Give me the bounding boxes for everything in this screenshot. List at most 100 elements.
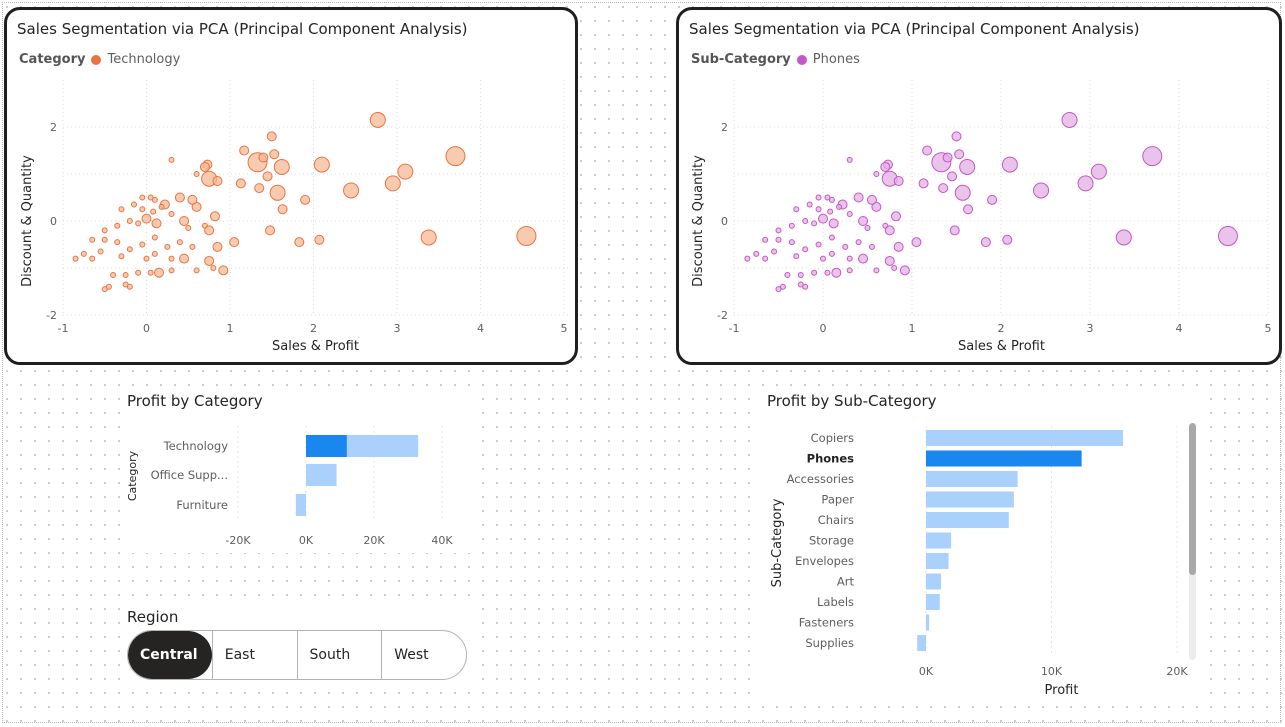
scatter-point[interactable] [277, 204, 288, 215]
scatter-point[interactable] [880, 161, 891, 172]
scatter-point[interactable] [793, 206, 800, 213]
scatter-point[interactable] [954, 184, 971, 201]
scatter-point[interactable] [893, 241, 904, 252]
scatter-point[interactable] [266, 131, 277, 142]
scatter-point[interactable] [811, 220, 818, 227]
region-slicer[interactable]: Central East South West [127, 630, 467, 680]
scatter-point[interactable] [168, 267, 175, 274]
scatter-point[interactable] [265, 225, 276, 236]
scatter-point[interactable] [1217, 226, 1238, 247]
scatter-point[interactable] [168, 210, 175, 217]
scatter-point[interactable] [815, 206, 822, 213]
scatter-point[interactable] [199, 161, 210, 172]
scatter-point[interactable] [1115, 229, 1132, 246]
scatter-point[interactable] [891, 265, 898, 271]
pca-scatter-technology-card[interactable]: Sales Segmentation via PCA (Principal Co… [4, 7, 578, 365]
scatter-point[interactable] [788, 222, 795, 229]
scatter-point[interactable] [858, 253, 869, 264]
pca-scatter-plot[interactable]: -1 0 1 2 3 4 5 -2 0 2 Sales & Profit Discount & Qua… [679, 10, 1279, 362]
scatter-point[interactable] [420, 229, 437, 246]
scatter-point[interactable] [101, 227, 108, 234]
region-option-east[interactable]: East [211, 631, 297, 679]
scatter-point[interactable] [101, 236, 108, 243]
scatter-point[interactable] [942, 152, 953, 163]
profit-by-category-chart[interactable]: -20K 0K 20K 40K Technology Office Supp... Furn… [120, 388, 470, 553]
scatter-point[interactable] [135, 269, 142, 276]
scatter-point[interactable] [1002, 234, 1013, 245]
scatter-point[interactable] [797, 272, 804, 279]
scatter-point[interactable] [820, 255, 826, 262]
scatter-point[interactable] [836, 203, 843, 210]
scatter-point[interactable] [239, 145, 250, 156]
pca-scatter-plot[interactable]: -1 0 1 2 3 4 5 -2 0 2 Sales & Profit Discount & Qua… [7, 10, 575, 362]
scatter-point[interactable] [314, 234, 325, 245]
scatter-point[interactable] [855, 239, 862, 246]
scatter-point[interactable] [114, 239, 121, 246]
scatter-point[interactable] [212, 176, 223, 187]
scatter-point[interactable] [126, 218, 133, 224]
pca-scatter-phones-card[interactable]: Sales Segmentation via PCA (Principal Co… [676, 7, 1282, 365]
scatter-legend[interactable]: Sub-Category Phones [691, 52, 860, 67]
scatter-point[interactable] [815, 241, 822, 248]
region-option-central[interactable]: Central [128, 631, 212, 679]
scatter-point[interactable] [811, 269, 818, 276]
scatter-point[interactable] [141, 213, 152, 224]
scatter-point[interactable] [775, 227, 782, 234]
scatter-point[interactable] [1077, 175, 1094, 192]
scatter-point[interactable] [154, 267, 165, 278]
scatter-point[interactable] [212, 241, 223, 252]
scatter-point[interactable] [815, 194, 822, 201]
scatter-point[interactable] [951, 131, 962, 142]
scatter-point[interactable] [397, 163, 414, 180]
scatter-point[interactable] [949, 225, 960, 236]
scatter-point[interactable] [922, 145, 933, 156]
scatter-point[interactable] [858, 216, 869, 226]
scatter-point[interactable] [842, 243, 849, 250]
scatter-point[interactable] [168, 255, 175, 262]
scatter-point[interactable] [873, 171, 880, 177]
scatter-point[interactable] [775, 236, 782, 243]
scatter-point[interactable] [262, 171, 273, 182]
scatter-point[interactable] [122, 272, 129, 279]
scatter-point[interactable] [866, 194, 877, 205]
scatter-point[interactable] [151, 218, 162, 229]
scatter-point[interactable] [868, 243, 875, 250]
scatter-point[interactable] [918, 178, 929, 189]
scatter-point[interactable] [802, 246, 809, 253]
scatter-point[interactable] [884, 255, 895, 266]
scatter-legend[interactable]: Category Technology [19, 52, 180, 67]
scatter-point[interactable] [753, 250, 760, 257]
scatter-point[interactable] [218, 265, 229, 276]
scatter-point[interactable] [204, 225, 215, 236]
scatter-point[interactable] [938, 183, 949, 194]
scatter-point[interactable] [343, 182, 360, 199]
scatter-point[interactable] [846, 210, 853, 217]
scatter-point[interactable] [139, 206, 146, 213]
scatter-point[interactable] [135, 220, 142, 227]
scatter-point[interactable] [762, 236, 769, 243]
scatter-point[interactable] [269, 184, 286, 201]
scatter-point[interactable] [150, 208, 157, 215]
scatter-point[interactable] [118, 253, 125, 260]
scatter-point[interactable] [963, 204, 974, 215]
scatter-point[interactable] [1061, 111, 1078, 128]
scatter-point[interactable] [179, 253, 190, 264]
subcategory-scrollbar[interactable] [1189, 423, 1196, 660]
scatter-point[interactable] [209, 211, 220, 222]
scatter-point[interactable] [899, 265, 910, 276]
scatter-point[interactable] [846, 255, 853, 262]
scatter-point[interactable] [884, 225, 895, 236]
scatter-point[interactable] [762, 255, 769, 262]
scatter-point[interactable] [254, 183, 265, 194]
scatter-point[interactable] [788, 239, 795, 246]
scatter-point[interactable] [151, 234, 158, 241]
scatter-point[interactable] [193, 171, 200, 177]
scatter-point[interactable] [168, 156, 175, 163]
scatter-point[interactable] [235, 178, 246, 189]
scatter-point[interactable] [300, 194, 311, 205]
scatter-point[interactable] [793, 253, 800, 260]
scatter-point[interactable] [143, 255, 150, 262]
scatter-point[interactable] [744, 255, 751, 262]
scatter-point[interactable] [89, 255, 96, 262]
scatter-point[interactable] [779, 283, 786, 290]
